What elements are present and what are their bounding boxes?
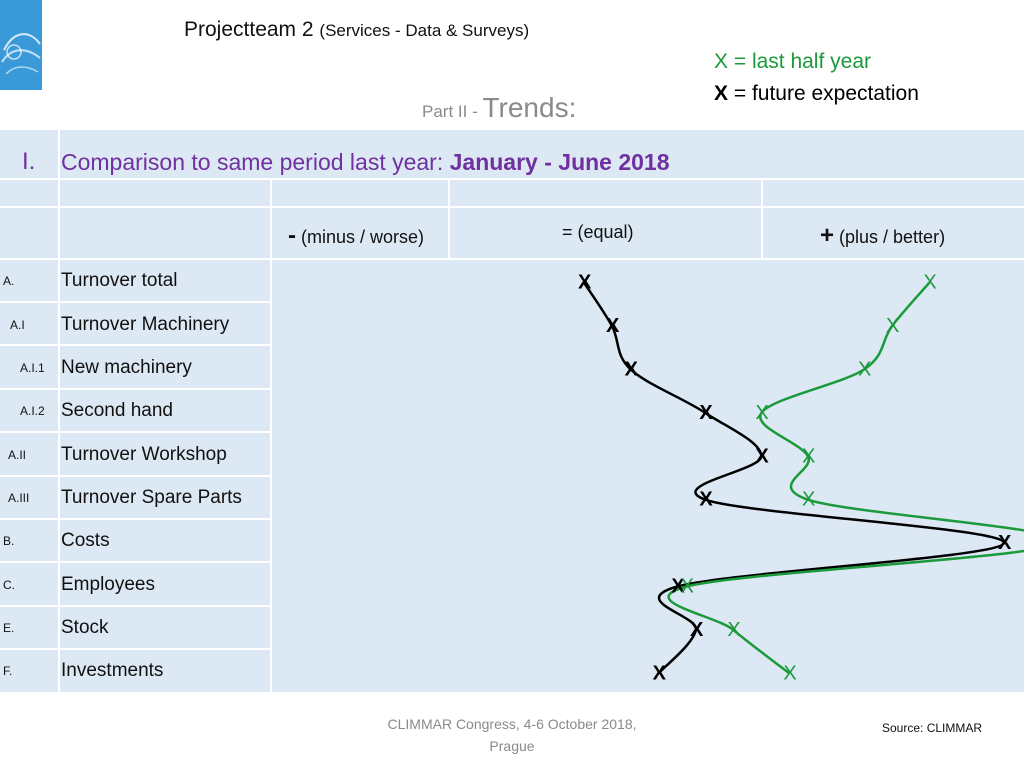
row-code: C. — [3, 578, 15, 592]
point-marker-future-expectation: X — [606, 315, 620, 337]
plus-label: (plus / better) — [834, 227, 946, 247]
minus-symbol: - — [288, 222, 296, 249]
row-label: New machinery — [61, 357, 192, 378]
section-title-prefix: Comparison to same period last year: — [61, 149, 450, 175]
part-word: Trends: — [482, 92, 577, 123]
point-marker-future-expectation: X — [690, 619, 704, 641]
column-header-minus: - (minus / worse) — [288, 222, 424, 250]
row-code: A.III — [8, 491, 30, 505]
grid-line — [761, 178, 763, 258]
part-prefix: Part II - — [422, 102, 483, 121]
point-marker-last-half-year: X — [727, 619, 740, 641]
row-code: E. — [3, 621, 15, 635]
row-label: Costs — [61, 530, 110, 551]
point-marker-future-expectation: X — [653, 662, 667, 684]
plus-symbol: + — [820, 222, 835, 249]
row-code: F. — [3, 664, 13, 678]
footer: CLIMMAR Congress, 4-6 October 2018, Prag… — [362, 713, 662, 757]
series-line-future-expectation — [582, 282, 1006, 675]
column-header-plus: + (plus / better) — [820, 222, 945, 250]
grid-line — [0, 431, 272, 433]
row-code: A.I.1 — [20, 361, 45, 375]
climmar-logo — [0, 0, 42, 90]
point-marker-future-expectation: X — [625, 359, 639, 381]
point-marker-future-expectation: X — [578, 272, 592, 294]
grid-line — [0, 344, 272, 346]
legend-future-text: = future expectation — [728, 82, 919, 105]
column-header-equal: = (equal) — [562, 222, 634, 243]
chart-legend: X = last half year X = future expectatio… — [714, 50, 919, 114]
row-code: A.II — [8, 448, 27, 462]
footer-line-1: CLIMMAR Congress, 4-6 October 2018, — [387, 716, 637, 732]
row-label: Turnover Workshop — [61, 444, 227, 465]
row-label: Employees — [61, 574, 155, 595]
grid-line — [0, 605, 272, 607]
grid-line — [0, 648, 272, 650]
source-note: Source: CLIMMAR — [882, 721, 983, 735]
grid-line — [0, 258, 1024, 260]
row-label: Turnover total — [61, 270, 178, 291]
row-label: Stock — [61, 617, 109, 638]
grid-line — [0, 388, 272, 390]
grid-line — [0, 178, 1024, 180]
grid-line — [0, 475, 272, 477]
legend-last-half-year: X = last half year — [714, 50, 871, 73]
grid-line — [0, 518, 272, 520]
point-marker-future-expectation: X — [699, 489, 713, 511]
section-title: Comparison to same period last year: Jan… — [61, 149, 670, 176]
row-code: A.I — [10, 318, 25, 332]
grid-line — [270, 178, 272, 692]
row-code: B. — [3, 534, 15, 548]
series-line-last-half-year — [667, 281, 1024, 675]
row-code: A. — [3, 274, 15, 288]
grid-line — [0, 561, 272, 563]
grid-line — [448, 178, 450, 258]
row-label: Turnover Machinery — [61, 314, 230, 335]
row-label: Second hand — [61, 400, 173, 421]
point-marker-last-half-year: X — [886, 315, 899, 337]
title-main: Projectteam 2 — [184, 18, 314, 41]
legend-future-marker: X — [714, 82, 729, 105]
trend-table — [0, 130, 1024, 692]
section-number: I. — [22, 148, 36, 175]
row-label: Turnover Spare Parts — [61, 487, 242, 508]
point-marker-last-half-year: X — [681, 576, 694, 598]
point-marker-last-half-year: X — [923, 272, 936, 294]
section-title-period: January - June 2018 — [449, 149, 670, 175]
equal-label: = (equal) — [562, 222, 634, 242]
point-marker-future-expectation: X — [671, 576, 685, 598]
part-label: Part II - Trends: — [422, 92, 576, 124]
grid-line — [0, 206, 1024, 208]
point-marker-future-expectation: X — [998, 532, 1012, 554]
point-marker-last-half-year: X — [755, 402, 768, 424]
point-marker-last-half-year: X — [858, 359, 871, 381]
legend-future-expectation: X = future expectation — [714, 82, 919, 114]
row-label: Investments — [61, 660, 164, 681]
footer-line-2: Prague — [489, 738, 535, 754]
title-subtitle: (Services - Data & Surveys) — [319, 21, 530, 40]
page-title: Projectteam 2 (Services - Data & Surveys… — [184, 18, 529, 42]
point-marker-last-half-year: X — [783, 662, 796, 684]
grid-line — [58, 130, 60, 692]
grid-line — [0, 301, 272, 303]
row-code: A.I.2 — [20, 404, 45, 418]
point-marker-future-expectation: X — [699, 402, 713, 424]
point-marker-last-half-year: X — [802, 445, 815, 467]
point-marker-last-half-year: X — [802, 489, 815, 511]
point-marker-future-expectation: X — [755, 445, 769, 467]
minus-label: (minus / worse) — [296, 227, 425, 247]
